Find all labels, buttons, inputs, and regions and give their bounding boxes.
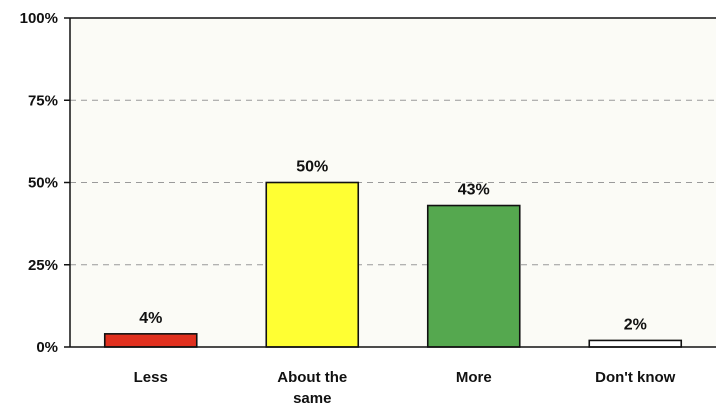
y-axis-ticks: 0% 25% 50% 75% 100%	[20, 10, 70, 356]
bar	[426, 204, 521, 348]
data-label: 50%	[296, 159, 328, 176]
data-label: 4%	[139, 310, 162, 327]
y-tick-label: 0%	[36, 339, 58, 356]
category-label: Less	[134, 369, 168, 386]
y-tick-label: 25%	[28, 257, 58, 274]
data-label: 43%	[458, 182, 490, 199]
category-label: same	[293, 390, 331, 407]
data-label: 2%	[624, 316, 647, 333]
y-tick-label: 100%	[20, 10, 58, 27]
bar	[265, 181, 360, 348]
bar	[103, 333, 198, 348]
category-label: More	[456, 369, 492, 386]
category-label: Don't know	[595, 369, 676, 386]
y-tick-label: 50%	[28, 175, 58, 192]
gridlines	[70, 99, 716, 266]
y-tick-label: 75%	[28, 92, 58, 109]
bar	[588, 339, 683, 348]
x-axis-labels: Less About the same More Don't know	[134, 369, 676, 407]
data-labels: 4% 50% 43% 2%	[139, 159, 647, 334]
category-label: About the	[277, 369, 347, 386]
bars	[103, 181, 683, 348]
